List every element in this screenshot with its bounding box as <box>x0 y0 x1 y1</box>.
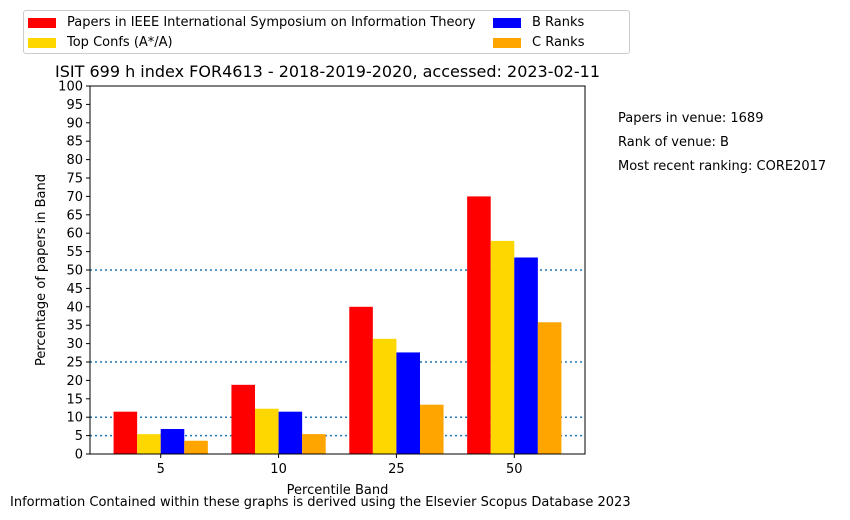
x-tick-label: 25 <box>388 462 405 477</box>
rank-of-venue-note: Rank of venue: B <box>618 135 729 150</box>
y-tick-label: 35 <box>66 319 83 334</box>
legend-swatch-top-confs <box>28 37 56 48</box>
bar <box>490 240 515 454</box>
y-tick-label: 25 <box>66 356 83 371</box>
x-tick-label: 50 <box>506 462 523 477</box>
y-axis-ticks: 0 5 10 15 20 25 30 35 40 45 50 55 60 65 70 75 80 85 90 95 10… <box>58 80 90 463</box>
x-tick-label: 10 <box>270 462 287 477</box>
y-tick-label: 0 <box>75 448 83 463</box>
bar <box>349 306 373 454</box>
bar <box>231 384 255 454</box>
legend-label-top-confs: Top Confs (A*/A) <box>67 35 173 50</box>
y-tick-label: 50 <box>66 264 83 279</box>
most-recent-ranking-note: Most recent ranking: CORE2017 <box>618 159 827 174</box>
legend-label-b-ranks: B Ranks <box>532 15 585 30</box>
bar <box>255 408 279 454</box>
bar <box>302 434 326 454</box>
y-tick-label: 90 <box>66 116 83 131</box>
y-tick-label: 80 <box>66 153 83 168</box>
bar <box>278 411 303 454</box>
legend: Papers in IEEE International Symposium o… <box>23 10 630 54</box>
legend-item-c-ranks: C Ranks <box>493 35 584 50</box>
y-tick-label: 85 <box>66 135 83 150</box>
footer-note: Information Contained within these graph… <box>10 495 631 510</box>
y-tick-label: 100 <box>58 80 83 95</box>
legend-swatch-b-ranks <box>493 17 521 28</box>
bar <box>160 428 185 454</box>
legend-item-venue: Papers in IEEE International Symposium o… <box>28 15 476 30</box>
bar <box>396 352 420 454</box>
y-tick-label: 65 <box>66 208 83 223</box>
bar <box>514 257 538 454</box>
legend-label-c-ranks: C Ranks <box>532 35 585 50</box>
bar <box>137 434 161 454</box>
bar <box>537 322 562 454</box>
papers-in-venue-note: Papers in venue: 1689 <box>618 111 764 126</box>
y-tick-label: 40 <box>66 300 83 315</box>
y-tick-label: 20 <box>66 374 83 389</box>
y-tick-label: 70 <box>66 190 83 205</box>
legend-item-top-confs: Top Confs (A*/A) <box>28 35 173 50</box>
chart-title: ISIT 699 h index FOR4613 - 2018-2019-202… <box>55 62 600 81</box>
y-tick-label: 95 <box>66 98 83 113</box>
y-tick-label: 30 <box>66 337 83 352</box>
y-tick-label: 55 <box>66 245 83 260</box>
bar <box>467 196 491 454</box>
y-tick-label: 15 <box>66 392 83 407</box>
x-tick-label: 5 <box>157 462 165 477</box>
y-tick-label: 45 <box>66 282 83 297</box>
legend-label-venue: Papers in IEEE International Symposium o… <box>67 15 476 30</box>
y-tick-label: 10 <box>66 411 83 426</box>
plot-frame <box>89 85 586 455</box>
legend-swatch-c-ranks <box>493 37 521 48</box>
y-tick-label: 60 <box>66 227 83 242</box>
legend-item-b-ranks: B Ranks <box>493 15 584 30</box>
x-axis-ticks: 5 10 25 50 <box>157 454 523 477</box>
bar <box>184 440 208 454</box>
legend-swatch-venue <box>28 17 56 28</box>
bars-group <box>113 196 562 454</box>
x-axis-label: Percentile Band <box>287 483 389 498</box>
bar <box>372 338 397 454</box>
y-axis-label: Percentage of papers in Band <box>34 174 49 366</box>
y-tick-label: 5 <box>75 429 83 444</box>
bar <box>113 411 138 454</box>
y-tick-label: 75 <box>66 172 83 187</box>
bar <box>420 404 444 454</box>
